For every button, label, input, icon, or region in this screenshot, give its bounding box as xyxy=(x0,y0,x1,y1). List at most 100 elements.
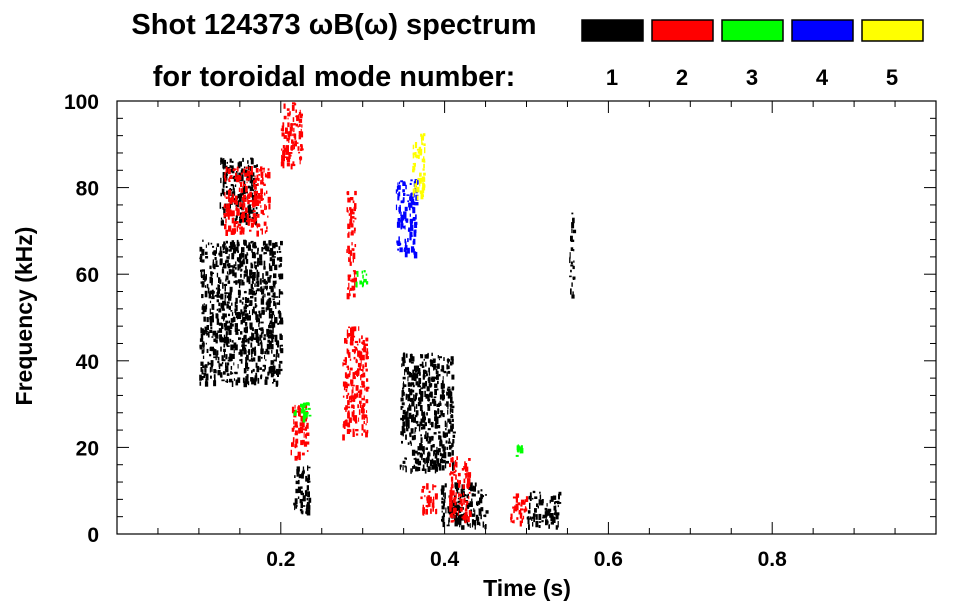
spectrum-speck xyxy=(302,469,305,472)
spectrum-speck xyxy=(353,405,355,409)
spectrum-speck xyxy=(253,165,257,168)
spectrum-speck xyxy=(227,214,230,220)
x-tick-label: 0.6 xyxy=(594,548,623,571)
spectrum-speck xyxy=(249,210,253,214)
spectrum-speck xyxy=(262,198,264,201)
spectrum-speck xyxy=(252,272,254,275)
spectrum-region-mode-2 xyxy=(223,166,271,237)
spectrum-speck xyxy=(358,326,360,331)
spectrum-speck xyxy=(260,179,262,183)
spectrum-speck xyxy=(238,172,241,178)
spectrum-speck xyxy=(201,249,205,256)
spectrum-speck xyxy=(353,227,356,232)
spectrum-speck xyxy=(241,301,244,305)
spectrum-speck xyxy=(305,475,308,482)
spectrum-speck xyxy=(248,359,251,362)
spectrum-speck xyxy=(547,511,550,516)
spectrum-speck xyxy=(200,281,204,284)
spectrum-speck xyxy=(281,125,285,132)
spectrum-speck xyxy=(446,371,448,377)
spectrum-speck xyxy=(544,507,548,511)
spectrum-speck xyxy=(251,290,256,296)
spectrum-speck xyxy=(424,458,426,465)
spectrum-speck xyxy=(295,425,298,427)
spectrum-speck xyxy=(302,416,306,423)
spectrum-speck xyxy=(255,362,258,368)
spectrum-speck xyxy=(532,522,534,527)
spectrum-speck xyxy=(246,170,251,177)
spectrum-speck xyxy=(233,280,237,284)
spectrum-speck xyxy=(234,195,238,201)
spectrum-speck xyxy=(275,349,279,355)
spectrum-speck xyxy=(456,504,460,512)
spectrum-speck xyxy=(572,218,575,221)
spectrum-speck xyxy=(216,243,220,247)
spectrum-speck xyxy=(228,273,230,276)
spectrum-speck xyxy=(256,269,259,276)
spectrum-speck xyxy=(281,148,283,151)
spectrum-speck xyxy=(233,200,236,204)
spectrum-speck xyxy=(256,252,259,255)
spectrum-speck xyxy=(201,369,204,375)
spectrum-speck xyxy=(256,288,260,292)
spectrum-speck xyxy=(535,514,538,520)
spectrum-speck xyxy=(230,244,234,250)
spectrum-speck xyxy=(346,207,349,213)
spectrum-speck xyxy=(365,431,368,438)
spectrum-speck xyxy=(351,326,355,333)
spectrum-speck xyxy=(365,273,368,276)
spectrum-speck xyxy=(411,435,415,441)
spectrum-speck xyxy=(414,457,417,464)
spectrum-speck xyxy=(346,394,348,399)
spectrum-speck xyxy=(254,346,256,351)
spectrum-speck xyxy=(400,180,404,183)
spectrum-speck xyxy=(428,371,431,376)
spectrum-speck xyxy=(403,352,406,359)
spectrum-speck xyxy=(234,344,238,351)
spectrum-speck xyxy=(421,194,424,197)
spectrum-speck xyxy=(272,365,276,372)
spectrum-speck xyxy=(226,211,230,217)
spectrum-speck xyxy=(229,322,233,329)
spectrum-speck xyxy=(425,436,428,442)
spectrum-speck xyxy=(420,393,422,398)
spectrum-speck xyxy=(298,118,303,123)
spectrum-speck xyxy=(230,196,235,203)
spectrum-speck xyxy=(246,253,249,256)
spectrum-speck xyxy=(407,366,409,373)
spectrum-speck xyxy=(351,349,355,352)
spectrum-speck xyxy=(419,152,422,156)
spectrum-speck xyxy=(411,382,415,386)
spectrum-speck xyxy=(246,318,250,321)
spectrum-speck xyxy=(572,229,577,234)
spectrum-speck xyxy=(434,493,438,498)
spectrum-speck xyxy=(464,461,466,467)
spectrum-speck xyxy=(448,428,450,432)
spectrum-speck xyxy=(225,212,228,216)
spectrum-speck xyxy=(267,350,270,355)
spectrum-speck xyxy=(209,367,212,373)
spectrum-speck xyxy=(249,300,253,306)
spectrum-speck xyxy=(554,513,556,516)
spectrum-speck xyxy=(282,162,285,169)
spectrum-speck xyxy=(218,277,220,283)
spectrum-speck xyxy=(227,189,232,194)
spectrum-speck xyxy=(271,336,274,343)
spectrum-speck xyxy=(256,164,258,168)
spectrum-speck xyxy=(297,496,300,499)
spectrum-speck xyxy=(345,419,348,427)
spectrum-speck xyxy=(425,508,428,515)
spectrum-speck xyxy=(228,305,231,310)
spectrum-speck xyxy=(205,274,207,280)
spectrum-speck xyxy=(455,482,459,490)
spectrum-speck xyxy=(202,329,206,336)
spectrum-speck xyxy=(255,200,260,206)
spectrum-speck xyxy=(223,313,226,317)
spectrum-speck xyxy=(261,296,265,299)
spectrum-speck xyxy=(555,505,557,511)
spectrum-speck xyxy=(349,209,352,215)
spectrum-speck xyxy=(225,166,228,173)
spectrum-speck xyxy=(215,334,219,339)
spectrum-speck xyxy=(408,206,411,211)
